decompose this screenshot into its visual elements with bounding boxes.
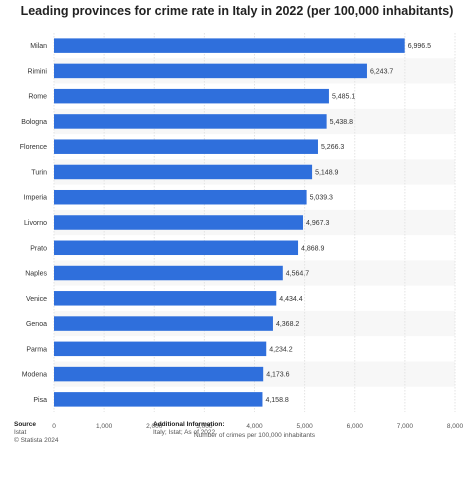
category-label: Venice [26, 296, 47, 303]
value-label: 5,438.8 [330, 119, 353, 126]
bar [54, 114, 327, 129]
x-tick-label: 4,000 [246, 423, 263, 430]
bar [54, 63, 367, 79]
source-block: Source Istat © Statista 2024 [14, 421, 59, 445]
value-label: 4,967.3 [306, 220, 329, 227]
value-label: 4,158.8 [265, 397, 288, 404]
category-label: Naples [25, 271, 47, 278]
category-label: Parma [26, 346, 47, 353]
x-tick-label: 3,000 [196, 423, 213, 430]
category-label: Prato [30, 245, 47, 252]
source-heading: Source [14, 421, 37, 428]
category-label: Genoa [26, 321, 47, 328]
x-axis-title: Number of crimes per 100,000 inhabitants [194, 432, 316, 439]
x-tick-label: 5,000 [296, 423, 313, 430]
value-label: 5,485.1 [332, 94, 355, 101]
bar [54, 240, 299, 256]
bar [54, 316, 273, 331]
additional-info-block: Additional Information: Italy; Istat; As… [153, 421, 225, 437]
bar [54, 38, 405, 53]
category-label: Livorno [24, 220, 47, 227]
value-label: 4,434.4 [279, 296, 302, 303]
category-label: Modena [22, 372, 47, 379]
value-label: 6,243.7 [370, 68, 393, 75]
x-tick-label: 7,000 [397, 423, 414, 430]
chart-title: Leading provinces for crime rate in Ital… [20, 4, 454, 18]
value-label: 4,564.7 [286, 271, 309, 278]
value-label: 4,368.2 [276, 321, 299, 328]
category-label: Turin [31, 169, 47, 176]
value-label: 5,039.3 [310, 195, 333, 202]
value-label: 5,266.3 [321, 144, 344, 151]
category-label: Bologna [21, 119, 47, 126]
category-label: Rome [28, 94, 47, 101]
bar [54, 341, 267, 357]
x-tick-label: 0 [52, 423, 56, 430]
bar [54, 265, 283, 281]
bar-chart: Milan 6,996.5 Rimini 6,243.7 Rome 5,485.1 Bolo… [20, 33, 464, 439]
bar [54, 291, 277, 306]
x-tick-label: 8,000 [447, 423, 464, 430]
additional-info-line: Italy; Istat; As of 2022 [153, 429, 216, 436]
bar [54, 139, 318, 154]
value-label: 4,868.9 [301, 245, 324, 252]
source-line: Istat [14, 429, 27, 436]
copyright-line: © Statista 2024 [14, 437, 59, 444]
category-label: Milan [30, 43, 47, 50]
x-tick-label: 1,000 [96, 423, 113, 430]
bar [54, 164, 313, 180]
bar [54, 392, 263, 407]
value-label: 4,173.6 [266, 372, 289, 379]
value-label: 4,234.2 [269, 346, 292, 353]
bar [54, 88, 329, 104]
bar [54, 189, 307, 205]
category-label: Rimini [28, 68, 48, 75]
x-tick-label: 2,000 [146, 423, 163, 430]
value-label: 6,996.5 [408, 43, 431, 50]
category-label: Florence [20, 144, 47, 151]
value-label: 5,148.9 [315, 169, 338, 176]
category-label: Pisa [33, 397, 47, 404]
category-label: Imperia [24, 195, 47, 202]
x-tick-label: 6,000 [347, 423, 364, 430]
bar [54, 366, 264, 382]
bar [54, 215, 303, 230]
additional-info-heading: Additional Information: [153, 421, 225, 428]
